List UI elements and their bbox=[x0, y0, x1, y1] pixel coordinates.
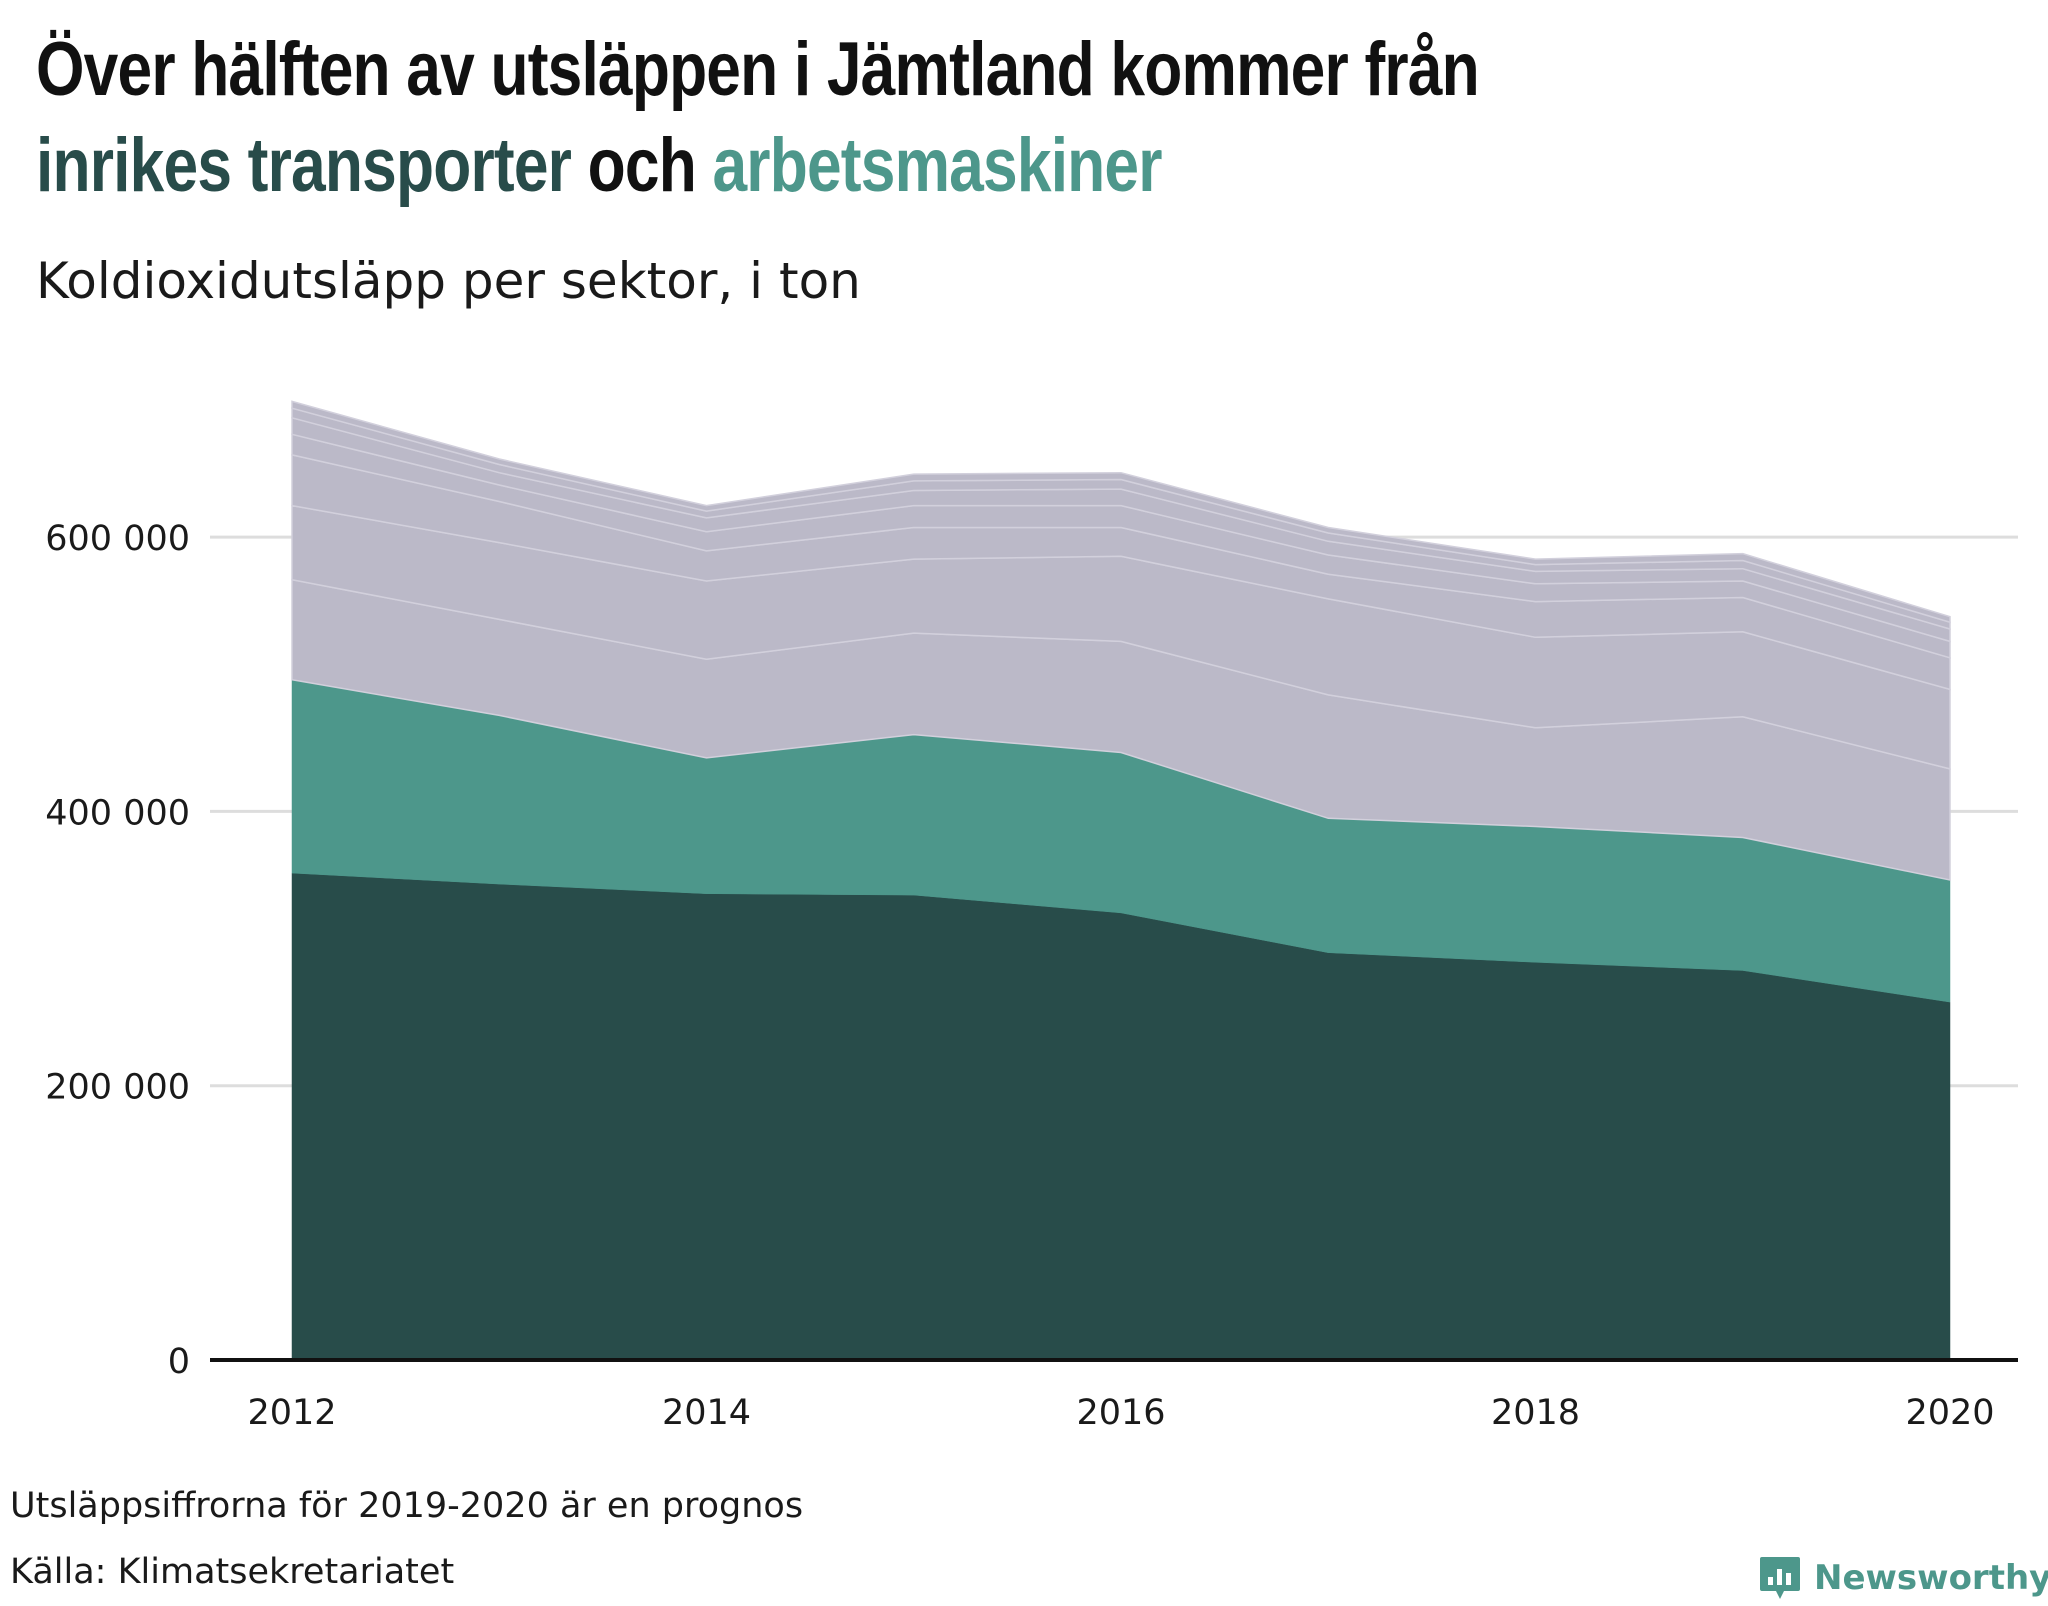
axes: 0 200 000 400 000 600 000 2012 2014 2016 2018 20… bbox=[45, 519, 2018, 1433]
brand-name: Newsworthy bbox=[1814, 1558, 2048, 1598]
title-highlight-transport: inrikes transporter bbox=[36, 123, 572, 208]
y-tick-label: 200 000 bbox=[45, 1068, 190, 1108]
x-tick-label: 2016 bbox=[1076, 1393, 1165, 1433]
source-credit: Källa: Klimatsekretariatet bbox=[10, 1552, 455, 1592]
brand-logo[interactable]: Newsworthy bbox=[1758, 1550, 2048, 1606]
chart-subtitle: Koldioxidutsläpp per sektor, i ton bbox=[36, 252, 861, 310]
title-line-1: Över hälften av utsläppen i Jämtland kom… bbox=[36, 27, 1480, 112]
title-highlight-machines: arbetsmaskiner bbox=[712, 123, 1162, 208]
y-tick-label: 0 bbox=[168, 1342, 190, 1382]
y-tick-label: 400 000 bbox=[45, 793, 190, 833]
stacked-areas bbox=[291, 400, 1951, 1361]
newsworthy-logo-icon bbox=[1760, 1557, 1800, 1599]
footnote: Utsläppsiffrorna för 2019-2020 är en pro… bbox=[10, 1486, 804, 1526]
x-tick-label: 2018 bbox=[1491, 1393, 1580, 1433]
title-joiner: och bbox=[571, 123, 713, 208]
y-tick-label: 600 000 bbox=[45, 519, 190, 559]
x-tick-label: 2012 bbox=[247, 1393, 336, 1433]
chart-title: Över hälften av utsläppen i Jämtland kom… bbox=[36, 22, 1660, 214]
x-tick-label: 2014 bbox=[662, 1393, 751, 1433]
x-tick-label: 2020 bbox=[1905, 1393, 1994, 1433]
area-other-sector-7 bbox=[291, 400, 1951, 624]
